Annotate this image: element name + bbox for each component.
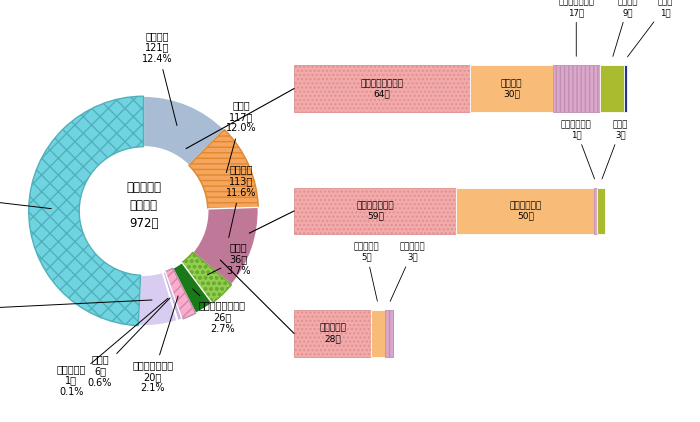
FancyBboxPatch shape	[600, 65, 624, 112]
Wedge shape	[182, 252, 232, 303]
Wedge shape	[139, 273, 177, 326]
Text: その他
1人: その他 1人	[627, 0, 673, 57]
Text: 石油ストーブ等
59人: 石油ストーブ等 59人	[356, 201, 394, 221]
FancyBboxPatch shape	[594, 188, 597, 234]
Text: ガスストーブ
1人: ガスストーブ 1人	[561, 120, 594, 179]
Text: たばこ
117人
12.0%: たばこ 117人 12.0%	[226, 100, 257, 173]
Text: マッチ・ライター
26人
2.7%: マッチ・ライター 26人 2.7%	[193, 289, 246, 334]
FancyBboxPatch shape	[456, 188, 594, 234]
Text: 配線器具
30人: 配線器具 30人	[500, 79, 522, 98]
Text: その他
3人: その他 3人	[602, 120, 629, 179]
Wedge shape	[29, 96, 144, 326]
Text: 石油こんろ
3人: 石油こんろ 3人	[390, 242, 426, 301]
Wedge shape	[193, 207, 258, 285]
Text: テーブルタップ
17人: テーブルタップ 17人	[559, 0, 594, 56]
Wedge shape	[144, 96, 225, 165]
Wedge shape	[162, 272, 178, 321]
Wedge shape	[173, 262, 212, 313]
FancyBboxPatch shape	[624, 65, 627, 112]
FancyBboxPatch shape	[597, 188, 606, 234]
FancyBboxPatch shape	[470, 65, 553, 112]
Text: 住宅火災に
よる死者
972人: 住宅火災に よる死者 972人	[126, 181, 161, 230]
Wedge shape	[189, 130, 258, 209]
Text: こたつ
6人
0.6%: こたつ 6人 0.6%	[88, 298, 170, 388]
Text: 電気こんろ
5人: 電気こんろ 5人	[354, 242, 379, 301]
Wedge shape	[165, 268, 196, 319]
Text: 不明
479人
49.3%: 不明 479人 49.3%	[0, 183, 51, 216]
FancyBboxPatch shape	[385, 310, 393, 357]
Text: 電気ストーブ
50人: 電気ストーブ 50人	[509, 201, 541, 221]
FancyBboxPatch shape	[371, 310, 385, 357]
Text: 電気器具
121人
12.4%: 電気器具 121人 12.4%	[142, 31, 177, 125]
Text: その他
53人
5.5%: その他 53人 5.5%	[0, 292, 152, 325]
FancyBboxPatch shape	[294, 65, 470, 112]
Text: 電気機器
9人: 電気機器 9人	[613, 0, 638, 57]
FancyBboxPatch shape	[553, 65, 600, 112]
Wedge shape	[162, 271, 182, 321]
Text: こんろ
36人
3.7%: こんろ 36人 3.7%	[207, 243, 251, 276]
Text: 風呂かまど
1人
0.1%: 風呂かまど 1人 0.1%	[57, 298, 168, 397]
FancyBboxPatch shape	[294, 310, 371, 357]
Text: ローソク・灯明
20人
2.1%: ローソク・灯明 20人 2.1%	[132, 296, 178, 393]
Text: ストーブ
113人
11.6%: ストーブ 113人 11.6%	[226, 165, 257, 238]
Text: 電灯電話等の配線
64人: 電灯電話等の配線 64人	[360, 79, 404, 98]
Text: ガスこんろ
28人: ガスこんろ 28人	[319, 324, 346, 343]
FancyBboxPatch shape	[294, 188, 456, 234]
